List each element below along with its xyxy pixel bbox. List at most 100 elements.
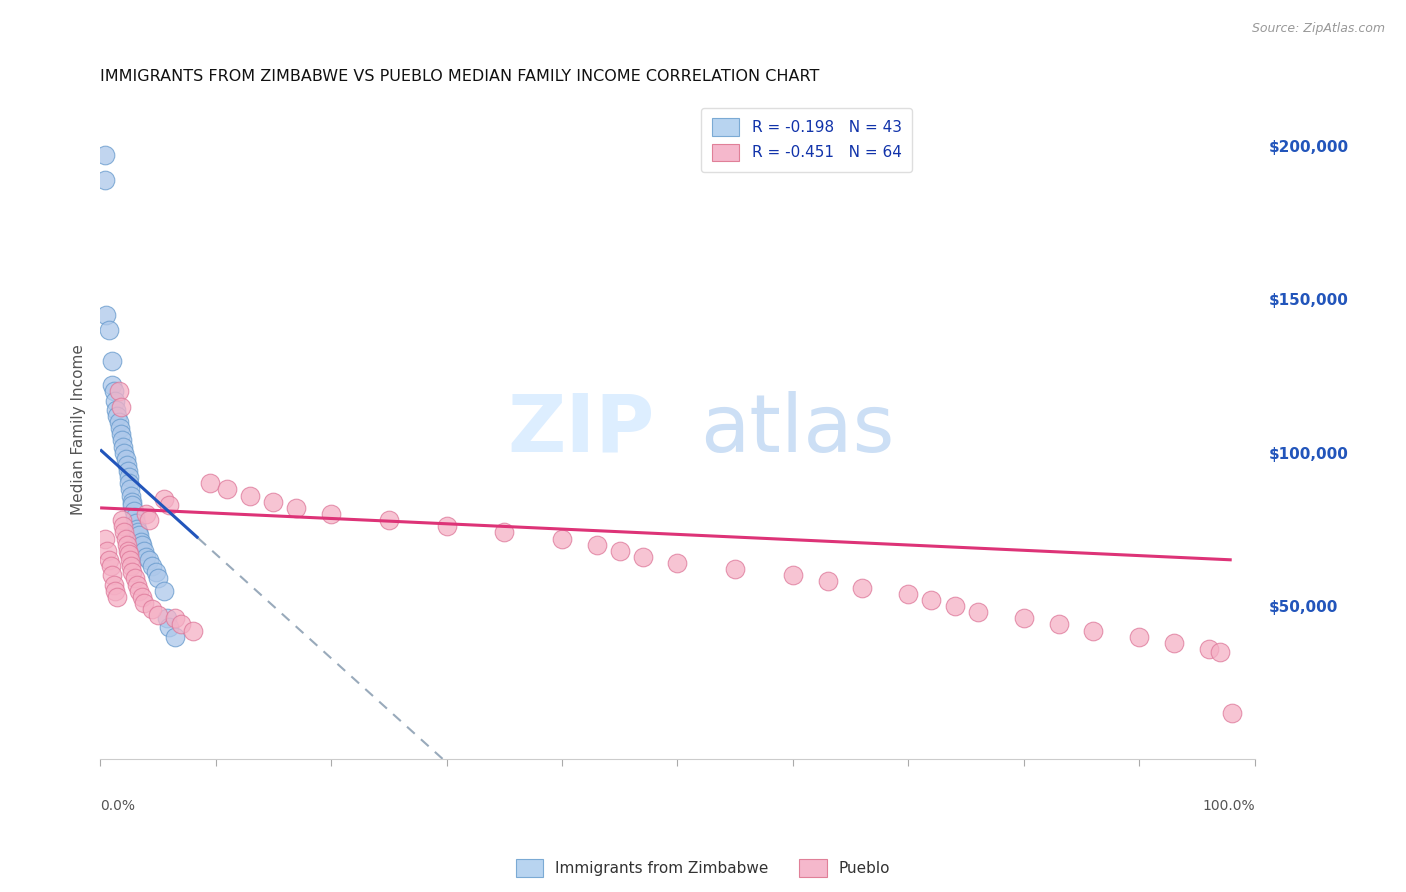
Point bbox=[897, 587, 920, 601]
Point bbox=[146, 608, 169, 623]
Point bbox=[98, 323, 121, 337]
Point bbox=[138, 513, 160, 527]
Point bbox=[107, 590, 129, 604]
Point bbox=[100, 378, 122, 392]
Point bbox=[156, 611, 179, 625]
Point bbox=[117, 543, 139, 558]
Point bbox=[141, 602, 163, 616]
Point bbox=[96, 543, 118, 558]
Point bbox=[118, 547, 141, 561]
Point bbox=[1081, 624, 1104, 638]
Point bbox=[198, 476, 221, 491]
Point bbox=[104, 583, 127, 598]
Point bbox=[966, 605, 988, 619]
Point bbox=[127, 525, 149, 540]
Point bbox=[120, 553, 142, 567]
Point bbox=[129, 534, 152, 549]
Point bbox=[138, 553, 160, 567]
Point bbox=[141, 559, 163, 574]
Point bbox=[1209, 645, 1232, 659]
Point bbox=[921, 593, 943, 607]
Point bbox=[217, 483, 239, 497]
Point bbox=[165, 630, 187, 644]
Point bbox=[110, 427, 132, 442]
Point bbox=[131, 590, 153, 604]
Point bbox=[124, 571, 146, 585]
Point bbox=[94, 148, 117, 162]
Text: ZIP: ZIP bbox=[508, 391, 654, 468]
Point bbox=[170, 617, 193, 632]
Point bbox=[120, 559, 142, 574]
Point bbox=[494, 525, 516, 540]
Point bbox=[107, 409, 129, 423]
Point bbox=[100, 353, 122, 368]
Point bbox=[121, 566, 143, 580]
Point bbox=[817, 574, 839, 589]
Point bbox=[112, 445, 135, 459]
Point bbox=[851, 581, 873, 595]
Point bbox=[135, 507, 157, 521]
Point bbox=[181, 624, 204, 638]
Point bbox=[285, 500, 308, 515]
Point bbox=[132, 596, 155, 610]
Point bbox=[145, 566, 167, 580]
Legend: Immigrants from Zimbabwe, Pueblo: Immigrants from Zimbabwe, Pueblo bbox=[508, 852, 898, 884]
Point bbox=[128, 583, 150, 598]
Text: Source: ZipAtlas.com: Source: ZipAtlas.com bbox=[1251, 22, 1385, 36]
Point bbox=[1220, 706, 1243, 721]
Legend: R = -0.198   N = 43, R = -0.451   N = 64: R = -0.198 N = 43, R = -0.451 N = 64 bbox=[702, 108, 912, 172]
Point bbox=[104, 393, 127, 408]
Point bbox=[121, 494, 143, 508]
Point bbox=[94, 532, 117, 546]
Point bbox=[112, 440, 135, 454]
Point bbox=[107, 415, 129, 429]
Point bbox=[319, 507, 342, 521]
Point bbox=[98, 553, 121, 567]
Point bbox=[114, 532, 136, 546]
Point bbox=[551, 532, 574, 546]
Point bbox=[1047, 617, 1070, 632]
Point bbox=[1163, 636, 1185, 650]
Point bbox=[378, 513, 401, 527]
Point bbox=[128, 528, 150, 542]
Point bbox=[100, 568, 122, 582]
Point bbox=[135, 549, 157, 564]
Point bbox=[631, 549, 654, 564]
Point bbox=[132, 543, 155, 558]
Point bbox=[118, 470, 141, 484]
Point bbox=[125, 577, 148, 591]
Point bbox=[124, 510, 146, 524]
Point bbox=[782, 568, 804, 582]
Point bbox=[100, 559, 122, 574]
Point bbox=[114, 451, 136, 466]
Point bbox=[239, 489, 262, 503]
Text: atlas: atlas bbox=[700, 391, 896, 468]
Point bbox=[108, 421, 131, 435]
Point bbox=[262, 494, 284, 508]
Point bbox=[152, 491, 174, 506]
Point bbox=[94, 308, 117, 322]
Point bbox=[1198, 642, 1220, 657]
Point bbox=[111, 434, 134, 448]
Y-axis label: Median Family Income: Median Family Income bbox=[72, 344, 86, 515]
Point bbox=[110, 400, 132, 414]
Point bbox=[943, 599, 966, 613]
Text: 0.0%: 0.0% bbox=[100, 799, 135, 813]
Point bbox=[115, 458, 138, 472]
Point bbox=[131, 538, 153, 552]
Point bbox=[112, 525, 135, 540]
Point bbox=[157, 620, 180, 634]
Point bbox=[118, 476, 141, 491]
Point bbox=[120, 483, 142, 497]
Point bbox=[585, 538, 607, 552]
Point bbox=[1128, 630, 1150, 644]
Point bbox=[117, 464, 139, 478]
Point bbox=[111, 513, 134, 527]
Point bbox=[115, 538, 138, 552]
Point bbox=[125, 522, 148, 536]
Point bbox=[157, 498, 180, 512]
Point bbox=[152, 583, 174, 598]
Text: IMMIGRANTS FROM ZIMBABWE VS PUEBLO MEDIAN FAMILY INCOME CORRELATION CHART: IMMIGRANTS FROM ZIMBABWE VS PUEBLO MEDIA… bbox=[100, 69, 820, 84]
Point bbox=[666, 556, 689, 570]
Point bbox=[112, 519, 135, 533]
